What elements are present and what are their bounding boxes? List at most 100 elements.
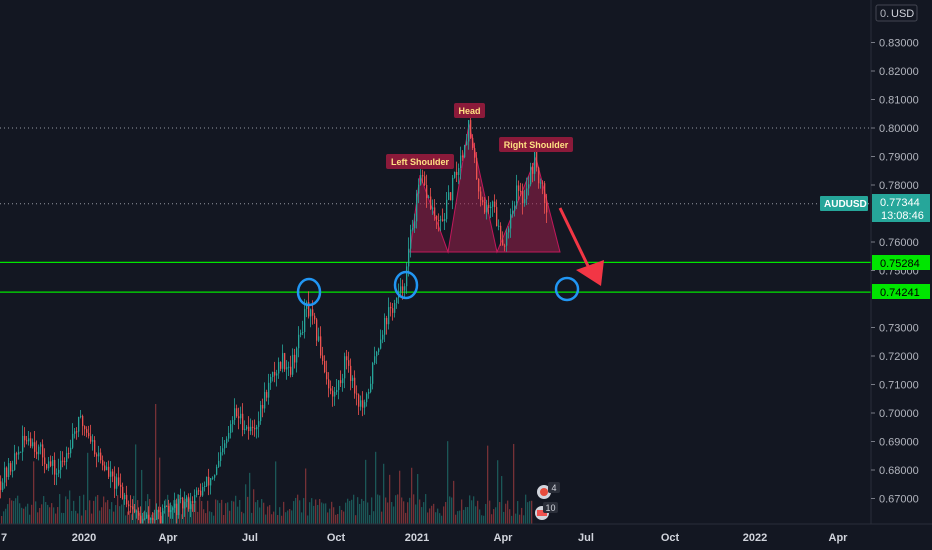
- candle-body: [370, 383, 372, 392]
- candle-body: [174, 503, 176, 508]
- volume-bar: [453, 480, 455, 524]
- volume-bar: [29, 514, 31, 524]
- time-tick-label: Oct: [327, 532, 346, 544]
- volume-bar: [45, 502, 47, 524]
- volume-bar: [123, 499, 125, 524]
- volume-bar: [83, 494, 85, 524]
- volume-bar: [157, 510, 159, 524]
- volume-bar: [259, 507, 261, 524]
- volume-bar: [455, 514, 457, 524]
- price-tick-label: 0.67000: [879, 494, 919, 506]
- candle-body: [272, 371, 274, 377]
- volume-bar: [63, 512, 65, 524]
- price-tick-label: 0.72000: [879, 351, 919, 363]
- candle-body: [182, 497, 184, 509]
- support-levels[interactable]: [0, 261, 871, 293]
- volume-bar: [331, 501, 333, 524]
- candle-body: [424, 176, 426, 185]
- candle-body: [80, 416, 82, 418]
- volume-bar: [319, 499, 321, 524]
- volume-bar: [43, 496, 45, 524]
- candle-body: [294, 354, 296, 363]
- volume-bar: [79, 495, 81, 524]
- volume-bar: [121, 504, 123, 524]
- volume-bar: [311, 498, 313, 524]
- volume-bar: [299, 500, 301, 524]
- candle-body: [486, 204, 488, 213]
- candle-body: [300, 332, 302, 335]
- volume-bar: [11, 500, 13, 524]
- volume-bar: [427, 512, 429, 524]
- candle-body: [454, 172, 456, 178]
- volume-bar: [525, 494, 527, 524]
- volume-bar: [57, 507, 59, 524]
- volume-bar: [373, 511, 375, 524]
- volume-bar: [431, 505, 433, 524]
- volume-bar: [421, 507, 423, 524]
- candle-body: [102, 460, 104, 466]
- volume-bar: [393, 506, 395, 524]
- candle-body: [268, 382, 270, 398]
- volume-bar: [415, 504, 417, 524]
- candle-body: [252, 426, 254, 428]
- drawing-annotations[interactable]: [296, 207, 604, 307]
- candle-body: [362, 400, 364, 408]
- candle-body: [236, 408, 238, 417]
- volume-bar: [491, 514, 493, 524]
- volume-bar: [239, 500, 241, 524]
- candle-body: [542, 182, 544, 184]
- candle-body: [266, 392, 268, 398]
- level-label-lower[interactable]: 0.74241: [872, 284, 930, 299]
- price-tick-label: 0.81000: [879, 95, 919, 107]
- candle-body: [438, 219, 440, 221]
- volume-bar: [61, 512, 63, 524]
- volume-bar: [463, 509, 465, 524]
- head-and-shoulders-pattern[interactable]: [409, 123, 561, 254]
- candle-body: [508, 228, 510, 233]
- volume-bar: [527, 502, 529, 524]
- candle-body: [98, 452, 100, 457]
- candle-body: [436, 215, 438, 220]
- candle-body: [492, 201, 494, 207]
- circle-annotation: [296, 277, 322, 307]
- volume-bar: [85, 510, 87, 524]
- right-shoulder-label[interactable]: Right Shoulder: [499, 137, 573, 152]
- candle-body: [10, 463, 12, 472]
- candle-body: [46, 464, 48, 469]
- currency-button[interactable]: 0. USD: [875, 4, 918, 22]
- candle-body: [158, 509, 160, 513]
- candle-body: [196, 490, 198, 495]
- head-label[interactable]: Head: [454, 103, 485, 118]
- volume-bar: [397, 494, 399, 524]
- candle-body: [538, 167, 540, 184]
- candle-body: [382, 334, 384, 340]
- volume-bar: [1, 515, 3, 524]
- volume-bar: [387, 502, 389, 524]
- candle-body: [172, 507, 174, 511]
- candle-body: [458, 168, 460, 176]
- candle-body: [214, 474, 216, 478]
- last-price-label[interactable]: AUDUSD 0.77344 13:08:46: [820, 194, 930, 222]
- left-shoulder-label[interactable]: Left Shoulder: [386, 154, 454, 169]
- candle-body: [336, 390, 338, 393]
- volume-bar: [411, 467, 413, 524]
- volume-bar: [401, 497, 403, 524]
- ideas-badge[interactable]: 4: [535, 482, 560, 501]
- time-axis-panel[interactable]: [0, 524, 932, 550]
- price-tick-label: 0.73000: [879, 323, 919, 335]
- volume-bar: [77, 513, 79, 524]
- candle-body: [342, 378, 344, 384]
- candle-body: [154, 519, 156, 521]
- candle-body: [456, 172, 458, 176]
- volume-bar: [351, 499, 353, 524]
- volume-bar: [273, 511, 275, 524]
- volume-bar: [69, 490, 71, 524]
- candle-body: [64, 461, 66, 463]
- volume-bar: [509, 509, 511, 524]
- volume-bar: [221, 499, 223, 524]
- news-badge[interactable]: 10: [533, 502, 558, 522]
- candle-body: [372, 362, 374, 384]
- volume-bar: [171, 505, 173, 524]
- level-label-upper[interactable]: 0.75284: [872, 255, 930, 270]
